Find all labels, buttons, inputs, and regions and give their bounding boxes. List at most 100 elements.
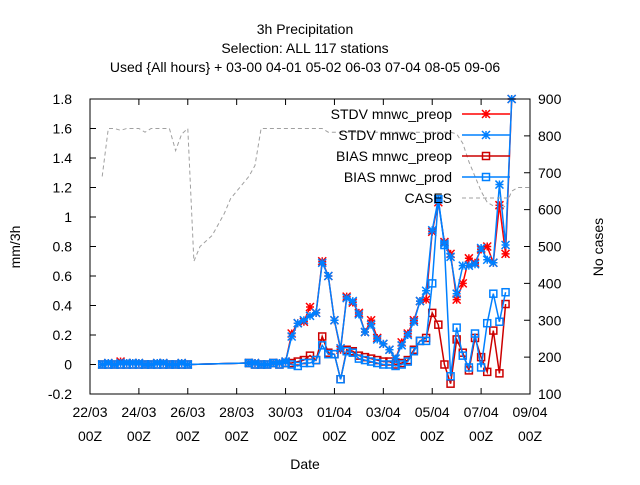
title-line-2: Used {All hours} + 03-00 04-01 05-02 06-… [110,59,501,75]
point-1-38 [384,345,394,355]
point-0-56 [494,200,504,210]
legend-label-0: STDV mnwc_preop [331,106,453,122]
point-1-29 [329,315,339,325]
y2-axis-label: No cases [590,218,606,276]
point-3-56 [495,317,504,326]
point-1-55 [488,258,498,268]
point-1-9 [152,358,162,368]
point-0-49 [452,295,462,305]
point-2-49 [452,335,461,344]
y2-tick-label-2: 300 [538,312,562,328]
point-1-50 [458,261,468,271]
point-1-1 [103,358,113,368]
series-4 [101,127,530,262]
y2-tick-label-0: 100 [538,386,562,402]
point-3-57 [501,287,510,297]
x-tick-sublabel-5: 00Z [322,428,347,444]
point-3-19 [269,358,278,368]
point-3-55 [489,289,498,298]
point-3-47 [440,240,449,250]
point-3-11 [165,360,174,369]
point-0-57 [501,249,511,259]
point-1-28 [323,271,333,281]
point-2-57 [501,299,510,309]
legend-label-1: STDV mnwc_prod [338,127,452,143]
x-tick-label-9: 09/04 [512,404,547,420]
point-2-53 [476,352,486,362]
point-1-35 [366,320,376,330]
x-tick-label-3: 28/03 [219,404,254,420]
point-3-27 [317,341,327,350]
point-3-38 [385,360,394,369]
x-tick-sublabel-4: 00Z [273,428,298,444]
point-0-35 [366,315,376,325]
y-tick-label-1: 0 [64,357,72,373]
point-3-14 [183,360,193,369]
point-3-21 [281,358,290,368]
title-line-1: Selection: ALL 117 stations [221,40,388,56]
point-1-45 [427,225,437,235]
point-0-25 [305,302,315,312]
point-1-10 [158,358,168,368]
y-tick-label-8: 1.4 [53,150,73,166]
point-1-32 [348,296,358,306]
x-tick-sublabel-3: 00Z [225,428,250,444]
chart-title: 3h Precipitation Selection: ALL 117 stati… [110,21,501,75]
point-1-53 [476,243,486,253]
y2-tick-label-5: 600 [538,202,562,218]
point-1-13 [177,358,187,368]
point-3-46 [434,195,443,204]
point-3-51 [464,363,474,372]
point-1-42 [409,317,419,327]
y-tick-label-2: 0.2 [53,327,73,343]
point-1-24 [299,315,309,325]
series-group [97,94,530,388]
point-1-25 [305,311,315,321]
point-3-31 [342,346,351,356]
y-tick-label-7: 1.2 [53,180,73,196]
point-3-45 [427,279,437,288]
x-tick-label-5: 01/04 [317,404,352,420]
x-tick-sublabel-9: 00Z [518,428,543,444]
point-1-16 [250,358,260,368]
x-tick-label-6: 03/04 [366,404,401,420]
point-3-36 [372,358,382,368]
point-3-26 [311,355,321,365]
point-3-8 [146,360,156,369]
x-tick-label-7: 05/04 [415,404,450,420]
point-2-47 [440,360,449,369]
point-3-48 [446,372,455,381]
x-tick-label-0: 22/03 [72,404,107,420]
point-1-30 [336,343,346,353]
point-3-24 [299,358,309,368]
x-tick-sublabel-7: 00Z [420,428,445,444]
point-3-30 [336,375,345,384]
point-1-40 [397,340,407,350]
x-axis-label: Date [290,456,320,472]
x-tick-sublabel-2: 00Z [176,428,201,444]
point-0-50 [458,278,468,288]
point-1-49 [452,289,462,299]
point-3-32 [348,348,358,357]
legend-marker-2 [481,151,491,161]
point-1-56 [494,180,504,190]
point-3-49 [452,323,461,332]
point-3-22 [287,360,296,369]
y2-tick-label-6: 700 [538,165,562,181]
legend-marker-1 [481,130,491,140]
point-3-17 [256,360,266,369]
point-3-35 [366,357,376,366]
point-3-43 [415,336,425,346]
y-tick-label-6: 1 [64,209,72,225]
x-tick-sublabel-1: 00Z [127,428,152,444]
y-tick-label-0: -0.2 [48,386,72,402]
point-1-27 [317,258,327,268]
x-tick-label-8: 07/04 [464,404,499,420]
point-0-54 [482,241,492,252]
point-3-41 [403,357,413,366]
series-line-4 [101,127,530,262]
title-line-0: 3h Precipitation [257,21,354,37]
point-1-43 [415,296,425,306]
